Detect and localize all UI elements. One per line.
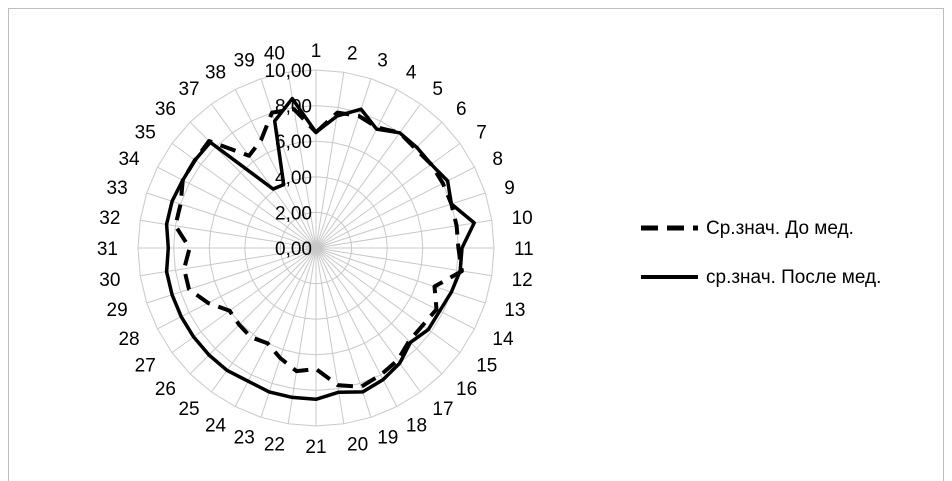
tick-label: 10,00 bbox=[264, 61, 312, 82]
grid-spoke bbox=[315, 103, 422, 249]
category-label: 13 bbox=[504, 300, 525, 321]
category-label: 15 bbox=[476, 355, 497, 376]
grid-spoke bbox=[210, 103, 317, 249]
legend-label-before: Ср.знач. До мед. bbox=[706, 218, 854, 239]
grid-spoke bbox=[260, 78, 317, 249]
category-label: 40 bbox=[264, 43, 285, 64]
grid-spoke bbox=[189, 247, 317, 375]
category-label: 37 bbox=[178, 79, 199, 100]
category-label: 35 bbox=[135, 123, 156, 144]
series-line-before bbox=[173, 107, 464, 389]
category-label: 7 bbox=[476, 123, 487, 144]
grid-spoke bbox=[315, 89, 398, 249]
category-label: 33 bbox=[107, 178, 128, 199]
category-labels: 1 2 34567891011121314151617181920212223242… bbox=[97, 41, 534, 458]
category-label: 34 bbox=[118, 149, 140, 170]
category-label: 9 bbox=[504, 178, 515, 199]
grid-spoke bbox=[287, 247, 317, 424]
category-label: 17 bbox=[432, 399, 453, 420]
category-label: 27 bbox=[135, 355, 156, 376]
category-label: 36 bbox=[155, 99, 176, 120]
grid-spoke bbox=[260, 247, 317, 418]
grid-spoke bbox=[315, 192, 486, 249]
category-label: 4 bbox=[406, 63, 417, 84]
category-label: 38 bbox=[205, 63, 226, 84]
grid-spoke bbox=[315, 247, 345, 424]
category-label: 21 bbox=[305, 437, 326, 458]
category-label: 26 bbox=[155, 379, 176, 400]
grid-spoke bbox=[315, 247, 486, 304]
grid-spoke bbox=[315, 247, 461, 354]
radar-grid bbox=[137, 69, 495, 427]
grid-spoke bbox=[157, 247, 317, 330]
category-label: 24 bbox=[205, 415, 227, 436]
category-label: 29 bbox=[107, 300, 128, 321]
category-label: 32 bbox=[99, 208, 120, 229]
grid-spoke bbox=[315, 247, 475, 330]
grid-spoke bbox=[210, 247, 317, 393]
category-label: 3 bbox=[377, 51, 388, 72]
legend: Ср.знач. До мед. ср.знач. После мед. bbox=[641, 218, 881, 288]
category-label: 12 bbox=[512, 270, 533, 291]
category-label: 39 bbox=[234, 51, 255, 72]
category-label: 10 bbox=[512, 208, 533, 229]
category-label: 19 bbox=[377, 427, 398, 448]
grid-spoke bbox=[234, 89, 317, 249]
grid-spoke bbox=[315, 219, 492, 249]
category-label: 25 bbox=[178, 399, 199, 420]
category-label: 14 bbox=[492, 329, 514, 350]
category-label: 5 bbox=[432, 79, 443, 100]
chart-frame bbox=[8, 8, 944, 481]
category-label: 22 bbox=[264, 435, 285, 456]
grid-spoke bbox=[315, 78, 372, 249]
grid-spoke bbox=[315, 247, 443, 375]
grid-spoke bbox=[315, 72, 345, 249]
category-label: 16 bbox=[456, 379, 477, 400]
series-line-after bbox=[164, 96, 476, 402]
category-label: 11 bbox=[514, 239, 534, 260]
series-lines bbox=[164, 96, 476, 402]
category-label: 20 bbox=[347, 435, 368, 456]
grid-spoke bbox=[315, 247, 422, 393]
tick-label: 6,00 bbox=[275, 132, 312, 153]
category-label: 31 bbox=[97, 239, 118, 260]
category-label: 30 bbox=[99, 270, 120, 291]
grid-spoke bbox=[171, 247, 317, 354]
legend-label-after: ср.знач. После мед. bbox=[706, 267, 881, 288]
grid-spoke bbox=[315, 121, 443, 249]
grid-spoke bbox=[140, 247, 317, 277]
category-label: 8 bbox=[492, 149, 503, 170]
category-label: 28 bbox=[118, 329, 139, 350]
grid-spoke bbox=[315, 247, 372, 418]
category-label: 23 bbox=[234, 427, 255, 448]
category-label: 1 bbox=[311, 41, 322, 62]
grid-spoke bbox=[146, 247, 317, 304]
category-label: 6 bbox=[456, 99, 467, 120]
grid-spoke bbox=[315, 142, 461, 249]
grid-spoke bbox=[146, 192, 317, 249]
tick-label: 0,00 bbox=[275, 239, 312, 260]
category-label: 2 bbox=[347, 43, 358, 64]
grid-spoke bbox=[140, 219, 317, 249]
tick-label: 2,00 bbox=[275, 203, 312, 224]
category-label: 18 bbox=[406, 415, 427, 436]
